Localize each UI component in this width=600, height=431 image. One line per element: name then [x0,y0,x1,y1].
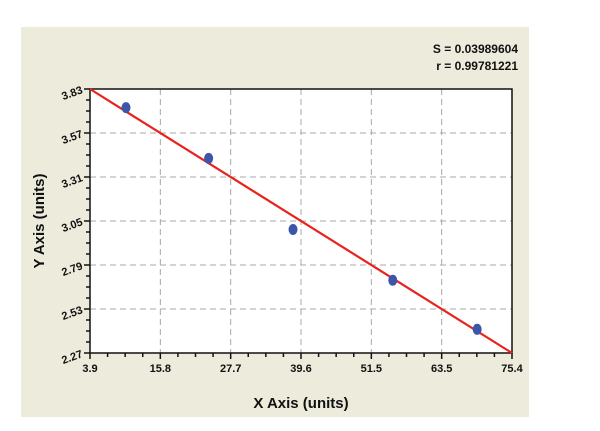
y-tick-label: 2.53 [60,304,84,323]
y-tick-label: 2.79 [60,260,84,279]
data-point [121,102,131,114]
data-point [388,274,398,286]
x-tick-label: 63.5 [431,363,452,375]
data-point [288,223,298,235]
x-tick-label: 3.9 [82,363,97,375]
x-tick-label: 39.6 [290,363,311,375]
y-tick-label: 2.27 [60,348,84,367]
y-tick-label: 3.31 [60,172,84,191]
x-tick-label: 75.4 [501,363,523,375]
y-tick-label: 3.57 [60,128,84,147]
x-tick-label: 27.7 [220,363,241,375]
x-tick-label: 51.5 [361,363,382,375]
y-tick-label: 3.83 [60,84,84,103]
s-value: S = 0.03989604 [432,42,518,56]
data-point [204,152,214,164]
data-point [472,323,482,335]
r-value: r = 0.99781221 [436,59,518,73]
x-tick-label: 15.8 [150,363,171,375]
x-axis-title: X Axis (units) [253,395,348,412]
y-tick-label: 3.05 [60,216,84,235]
y-axis-title: Y Axis (units) [31,173,48,268]
fit-statistics: S = 0.03989604 r = 0.99781221 [433,41,518,75]
fit-line [89,88,513,354]
